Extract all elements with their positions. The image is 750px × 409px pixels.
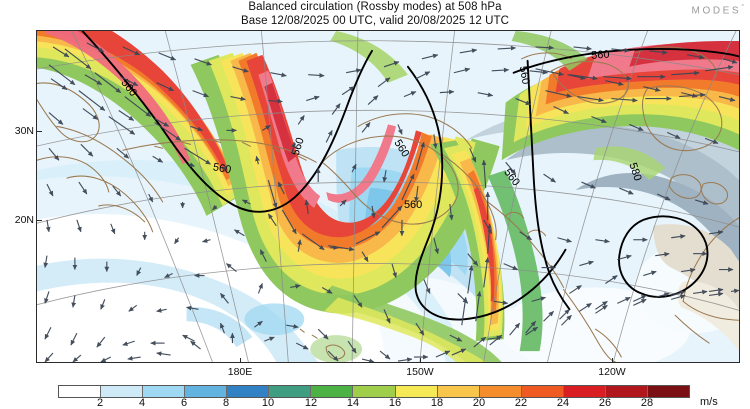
colorbar-tick-4: 4 [138, 397, 146, 409]
modes-logo-mark: ° [741, 4, 744, 11]
colorbar-segment-6-8 [185, 386, 228, 397]
map-canvas: 560 560 560 560 560 560 560 560 580 [37, 31, 739, 362]
colorbar-segment-22-24 [521, 386, 564, 397]
colorbar-segment-0-2 [59, 386, 102, 397]
lat-tick-mark-20n [37, 220, 42, 222]
colorbar-segment-8-10 [227, 386, 270, 397]
colorbar-tick-24: 24 [556, 397, 570, 409]
colorbar-segment-14-16 [353, 386, 396, 397]
contour-label-560: 560 [290, 136, 307, 157]
lat-tick-label-30n: 30N [14, 125, 34, 137]
height-contours [81, 31, 739, 321]
contour-label-560: 560 [517, 65, 532, 85]
lon-tick-label-180e: 180E [227, 366, 253, 378]
coastlines [37, 46, 739, 362]
colorbar-tick-6: 6 [180, 397, 188, 409]
modes-logo: MODES° [692, 4, 744, 16]
colorbar-segment-24-26 [563, 386, 606, 397]
colorbar-tick-2: 2 [96, 397, 104, 409]
colorbar-segment-28-30 [647, 386, 689, 397]
colorbar-segment-26-28 [605, 386, 648, 397]
contour-label-580: 580 [626, 161, 643, 182]
colorbar-tick-12: 12 [304, 397, 318, 409]
contour-label-560: 560 [404, 199, 422, 211]
chart-subtitle: Base 12/08/2025 00 UTC, valid 20/08/2025… [240, 14, 510, 27]
modes-logo-text: MODES [691, 5, 742, 17]
lon-tick-mark-150w [420, 358, 422, 363]
lat-tick-label-20n: 20N [14, 214, 34, 226]
wind-vectors [43, 42, 739, 362]
colorbar-tick-28: 28 [640, 397, 654, 409]
lon-tick-mark-180e [240, 358, 242, 363]
colorbar-tick-18: 18 [430, 397, 444, 409]
colorbar [58, 385, 690, 398]
lon-tick-label-150w: 150W [406, 366, 434, 378]
colorbar-tick-14: 14 [346, 397, 360, 409]
colorbar-segment-10-12 [269, 386, 312, 397]
lat-tick-mark-30n [37, 131, 42, 133]
chart-title-block: Balanced circulation (Rossby modes) at 5… [0, 1, 750, 28]
map-panel[interactable]: 560 560 560 560 560 560 560 560 580 [36, 30, 740, 363]
colorbar-tick-10: 10 [261, 397, 275, 409]
lon-tick-mark-120w [612, 358, 614, 363]
lon-tick-label-120w: 120W [598, 366, 626, 378]
colorbar-segment-18-20 [437, 386, 480, 397]
colorbar-tick-8: 8 [222, 397, 230, 409]
colorbar-tick-labels: 2 4 6 8 10 12 14 16 18 20 22 24 26 28 [0, 397, 750, 409]
colorbar-tick-26: 26 [598, 397, 612, 409]
colorbar-tick-22: 22 [514, 397, 528, 409]
contour-label-560: 560 [591, 49, 610, 62]
colorbar-segment-2-4 [101, 386, 144, 397]
page-title: Balanced circulation (Rossby modes) at 5… [248, 1, 502, 13]
colorbar-segment-20-22 [479, 386, 522, 397]
colorbar-segment-12-14 [311, 386, 354, 397]
colorbar-tick-20: 20 [472, 397, 486, 409]
graticule [37, 31, 739, 362]
colorbar-unit-label: m/s [700, 396, 718, 408]
colorbar-segment-16-18 [395, 386, 438, 397]
colorbar-tick-16: 16 [388, 397, 402, 409]
colorbar-segment-4-6 [143, 386, 186, 397]
